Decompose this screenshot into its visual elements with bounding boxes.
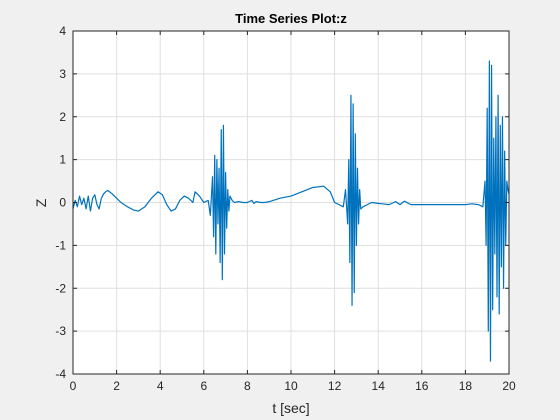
x-tick-label: 8 (244, 379, 251, 393)
x-tick-label: 18 (459, 379, 473, 393)
grid-lines (73, 31, 509, 374)
y-tick-label: 0 (59, 196, 66, 210)
y-tick-label: 4 (59, 24, 66, 38)
x-tick-label: 16 (415, 379, 429, 393)
y-tick-label: 3 (59, 67, 66, 81)
y-tick-label: -4 (55, 367, 66, 381)
x-tick-label: 4 (157, 379, 164, 393)
series-layer (72, 60, 510, 362)
y-tick-label: -2 (55, 281, 66, 295)
y-tick-label: -3 (55, 324, 66, 338)
x-tick-label: 12 (328, 379, 342, 393)
chart-title: Time Series Plot:z (235, 11, 347, 26)
y-axis-label: Z (33, 198, 49, 207)
x-tick-label: 10 (284, 379, 298, 393)
x-tick-label: 20 (502, 379, 516, 393)
x-tick-label: 6 (200, 379, 207, 393)
x-tick-label: 0 (70, 379, 77, 393)
x-axis-label: t [sec] (272, 400, 309, 416)
y-tick-label: 2 (59, 110, 66, 124)
y-tick-label: -1 (55, 238, 66, 252)
x-tick-label: 2 (113, 379, 120, 393)
y-tick-label: 1 (59, 153, 66, 167)
series-z-line (72, 60, 510, 362)
x-tick-label: 14 (372, 379, 386, 393)
